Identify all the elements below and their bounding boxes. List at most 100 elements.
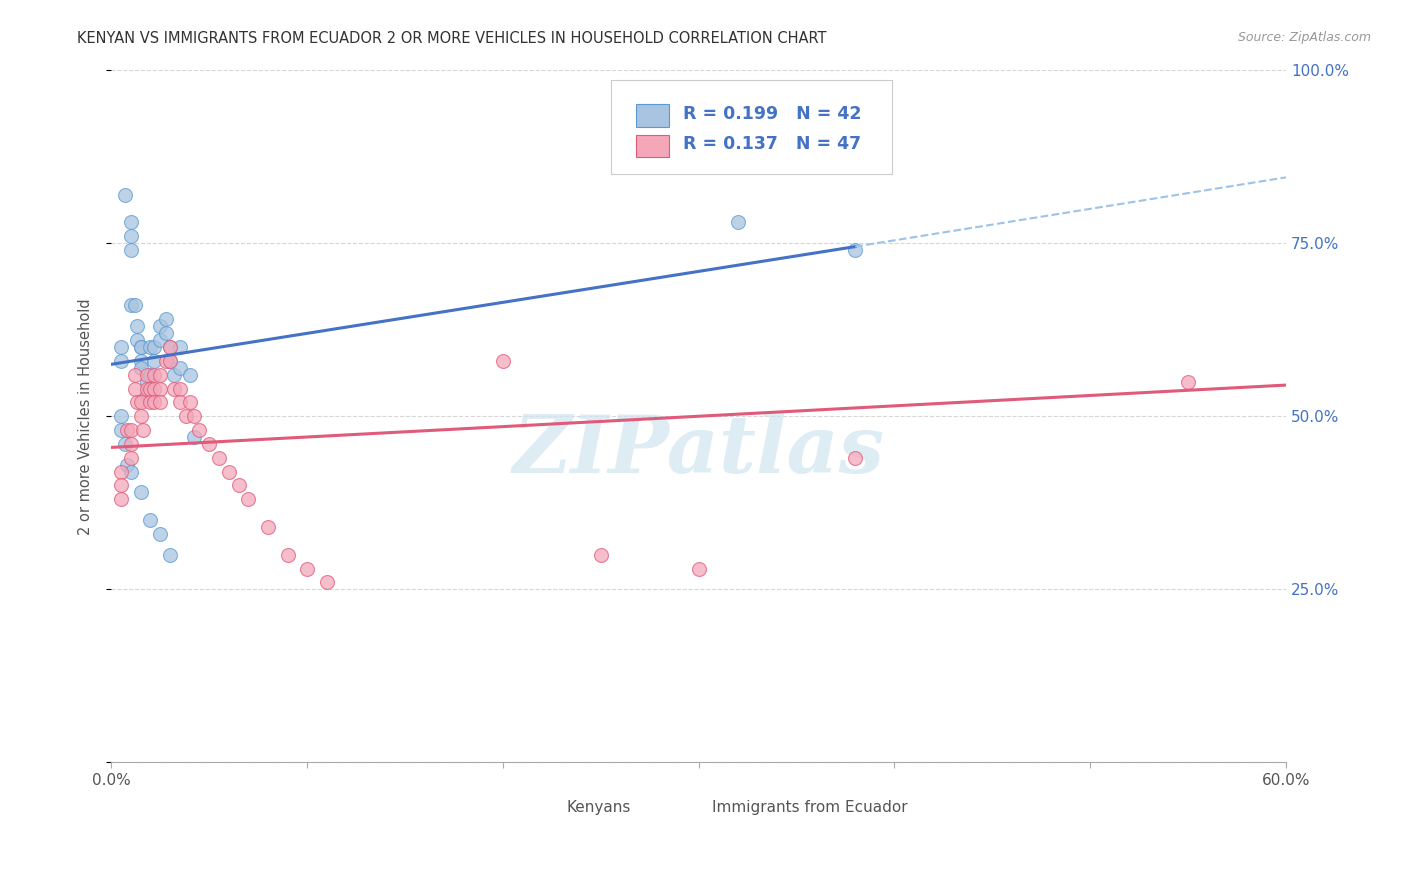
Point — [139, 340, 162, 354]
Point — [169, 395, 191, 409]
Point — [131, 423, 153, 437]
Point — [139, 395, 162, 409]
Point — [125, 319, 148, 334]
Point — [135, 375, 157, 389]
Text: Immigrants from Ecuador: Immigrants from Ecuador — [713, 800, 908, 815]
Point — [159, 340, 181, 354]
Point — [155, 354, 177, 368]
Point — [1177, 375, 1199, 389]
Point — [155, 312, 177, 326]
Point — [159, 340, 181, 354]
Point — [143, 354, 166, 368]
Point — [149, 333, 172, 347]
Point — [143, 368, 166, 382]
Point — [120, 423, 142, 437]
Point — [125, 395, 148, 409]
Point — [139, 368, 162, 382]
Point — [114, 187, 136, 202]
Point — [120, 298, 142, 312]
Point — [124, 298, 146, 312]
Point — [163, 368, 186, 382]
Point — [188, 423, 211, 437]
Point — [135, 388, 157, 402]
Point — [149, 395, 172, 409]
Point — [110, 465, 132, 479]
Point — [129, 395, 152, 409]
Point — [238, 492, 260, 507]
Point — [129, 409, 152, 424]
Bar — [637, 135, 669, 157]
Point — [120, 450, 142, 465]
Point — [315, 575, 337, 590]
Point — [139, 513, 162, 527]
Point — [149, 319, 172, 334]
Point — [149, 382, 172, 396]
Bar — [637, 104, 669, 127]
Point — [129, 354, 152, 368]
Text: R = 0.199   N = 42: R = 0.199 N = 42 — [683, 104, 862, 123]
Point — [149, 527, 172, 541]
Point — [149, 368, 172, 382]
Point — [163, 382, 186, 396]
Point — [179, 395, 201, 409]
Point — [143, 382, 166, 396]
Bar — [558, 799, 583, 820]
Point — [183, 409, 205, 424]
Text: R = 0.137   N = 47: R = 0.137 N = 47 — [683, 136, 862, 153]
Point — [110, 492, 132, 507]
Text: Kenyans: Kenyans — [567, 800, 631, 815]
Point — [589, 548, 612, 562]
Point — [159, 354, 181, 368]
Point — [208, 450, 231, 465]
Point — [110, 354, 132, 368]
Point — [139, 382, 162, 396]
FancyBboxPatch shape — [610, 80, 893, 174]
Point — [143, 340, 166, 354]
Point — [120, 465, 142, 479]
Point — [174, 409, 197, 424]
Point — [198, 437, 221, 451]
Point — [169, 340, 191, 354]
Point — [143, 395, 166, 409]
Point — [115, 423, 138, 437]
Point — [844, 450, 866, 465]
Point — [169, 382, 191, 396]
Bar — [734, 799, 759, 820]
Text: ZIPatlas: ZIPatlas — [513, 412, 884, 490]
Text: KENYAN VS IMMIGRANTS FROM ECUADOR 2 OR MORE VEHICLES IN HOUSEHOLD CORRELATION CH: KENYAN VS IMMIGRANTS FROM ECUADOR 2 OR M… — [77, 31, 827, 46]
Point — [276, 548, 298, 562]
Point — [110, 340, 132, 354]
Point — [135, 368, 157, 382]
Point — [257, 520, 280, 534]
Point — [120, 437, 142, 451]
Point — [183, 430, 205, 444]
Point — [228, 478, 250, 492]
Point — [135, 382, 157, 396]
Point — [120, 215, 142, 229]
Point — [125, 333, 148, 347]
Point — [688, 561, 710, 575]
Point — [159, 548, 181, 562]
Point — [110, 409, 132, 424]
Point — [169, 360, 191, 375]
Point — [129, 340, 152, 354]
Point — [727, 215, 749, 229]
Point — [844, 243, 866, 257]
Point — [218, 465, 240, 479]
Point — [124, 368, 146, 382]
Point — [492, 354, 515, 368]
Point — [120, 229, 142, 244]
Point — [114, 437, 136, 451]
Point — [295, 561, 318, 575]
Point — [129, 360, 152, 375]
Point — [115, 458, 138, 472]
Point — [159, 354, 181, 368]
Point — [120, 243, 142, 257]
Point — [129, 485, 152, 500]
Y-axis label: 2 or more Vehicles in Household: 2 or more Vehicles in Household — [79, 298, 93, 534]
Point — [124, 382, 146, 396]
Point — [155, 326, 177, 340]
Text: Source: ZipAtlas.com: Source: ZipAtlas.com — [1237, 31, 1371, 45]
Point — [110, 423, 132, 437]
Point — [110, 478, 132, 492]
